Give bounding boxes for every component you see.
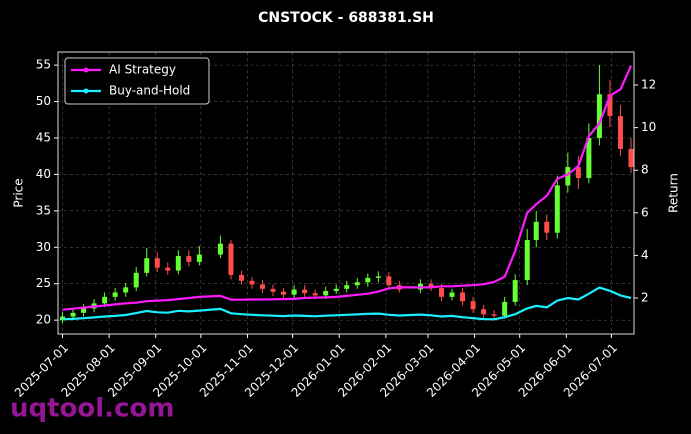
- candle-body: [524, 240, 530, 281]
- candle-body: [375, 276, 381, 278]
- candle-body: [270, 288, 276, 292]
- candle-body: [112, 292, 118, 297]
- candle-body: [238, 274, 244, 281]
- candle-body: [365, 277, 371, 283]
- y-tick-label: 20: [36, 313, 51, 327]
- candle-body: [81, 308, 87, 313]
- y2-axis-label: Return: [667, 173, 681, 213]
- legend-marker: [83, 88, 89, 94]
- candle-body: [344, 285, 350, 289]
- candle-body: [70, 312, 76, 317]
- plot-frame: [57, 51, 635, 335]
- candle-body: [228, 243, 234, 275]
- y2-tick-label: 12: [641, 78, 656, 92]
- candle-body: [175, 256, 181, 271]
- candle-body: [386, 276, 392, 286]
- candle-body: [617, 116, 623, 149]
- y-axis-label: Price: [12, 178, 26, 207]
- candle-body: [575, 167, 581, 179]
- y-tick-label: 45: [36, 130, 51, 144]
- candle-body: [481, 309, 487, 315]
- legend-label: AI Strategy: [109, 63, 176, 77]
- candle-body: [260, 284, 266, 289]
- candle-body: [323, 291, 329, 296]
- candle-body: [154, 258, 160, 268]
- candle-body: [512, 280, 518, 302]
- candle-body: [554, 185, 560, 233]
- y2-tick-label: 6: [641, 205, 649, 219]
- y2-tick-label: 10: [641, 120, 656, 134]
- y-tick-label: 25: [36, 276, 51, 290]
- candle-body: [544, 221, 550, 233]
- candle-body: [586, 137, 592, 179]
- series-line: [62, 65, 633, 311]
- candle-body: [460, 292, 466, 302]
- chart-title: CNSTOCK - 688381.SH: [258, 10, 434, 26]
- candle-body: [281, 291, 287, 295]
- candle-body: [123, 287, 129, 293]
- candle-body: [196, 254, 202, 262]
- y-tick-label: 35: [36, 203, 51, 217]
- candle-body: [333, 288, 339, 292]
- y2-tick-label: 4: [641, 248, 649, 262]
- candle-body: [312, 293, 318, 296]
- candle-body: [533, 221, 539, 240]
- candle-body: [302, 289, 308, 294]
- candle-body: [186, 256, 192, 262]
- y-tick-label: 40: [36, 167, 51, 181]
- candle-body: [354, 282, 360, 286]
- candle-body: [217, 243, 223, 255]
- candle-body: [144, 258, 150, 273]
- legend-marker: [83, 67, 89, 73]
- series-line: [62, 286, 632, 321]
- candle-body: [502, 301, 508, 316]
- y2-tick-label: 8: [641, 163, 649, 177]
- legend-label: Buy-and-Hold: [109, 84, 190, 98]
- candle-body: [165, 267, 171, 271]
- legend: AI Strategy Buy-and-Hold: [64, 57, 210, 105]
- candle-body: [628, 148, 634, 168]
- candle-body: [133, 272, 139, 288]
- candle-body: [470, 301, 476, 310]
- y-tick-label: 30: [36, 240, 51, 254]
- candle-body: [565, 167, 571, 186]
- candle-body: [449, 292, 455, 297]
- candle-body: [607, 94, 613, 117]
- candle-body: [491, 314, 497, 316]
- candle-body: [291, 289, 297, 295]
- y2-tick-label: 2: [641, 291, 649, 305]
- y-tick-label: 50: [36, 94, 51, 108]
- candle-body: [438, 288, 444, 297]
- candle-body: [249, 280, 255, 285]
- y-tick-label: 55: [36, 58, 51, 72]
- candle-body: [428, 283, 434, 289]
- candle-body: [596, 94, 602, 138]
- candle-body: [102, 296, 108, 304]
- watermark: uqtool.com: [10, 394, 174, 424]
